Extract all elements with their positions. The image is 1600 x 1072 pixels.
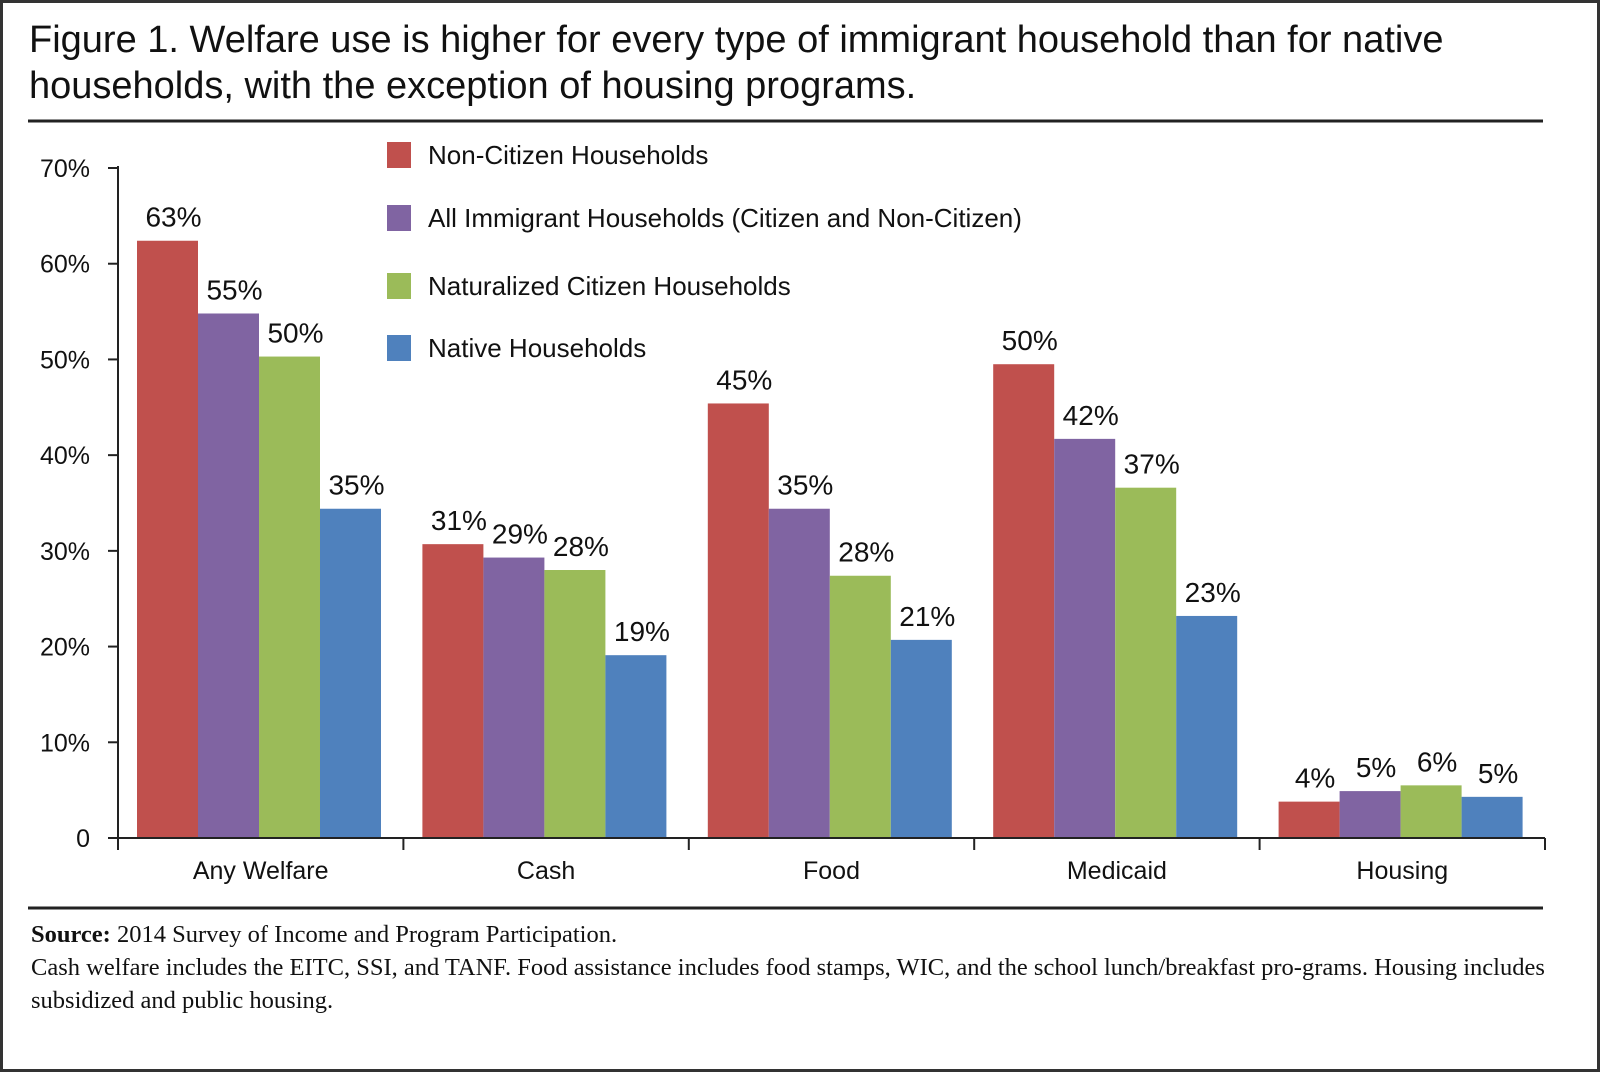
y-tick-label: 10% — [40, 729, 90, 757]
axes: Any Welfare Cash Food Medicaid Housing 0 10% 20… — [40, 155, 1546, 885]
data-label: 21% — [899, 601, 955, 632]
bar-housing-2 — [1400, 785, 1462, 838]
data-label: 5% — [1356, 752, 1396, 783]
data-label: 45% — [716, 364, 772, 395]
bar-food-2 — [829, 575, 891, 838]
chart-title-line-1: Figure 1. Welfare use is higher for ever… — [29, 19, 1443, 61]
bar-housing-0 — [1278, 801, 1340, 838]
legend-entry: Native Households — [428, 333, 646, 363]
chart-title-line-2: households, with the exception of housin… — [29, 65, 916, 107]
data-label: 28% — [553, 531, 609, 562]
data-label: 19% — [614, 616, 670, 647]
data-label: 31% — [431, 505, 487, 536]
bar-any-welfare-3 — [320, 508, 381, 838]
bars — [137, 240, 1523, 838]
data-label: 6% — [1417, 746, 1457, 777]
data-label: 35% — [777, 470, 833, 501]
bar-food-3 — [890, 639, 952, 838]
data-label: 50% — [1002, 325, 1058, 356]
bar-cash-3 — [605, 655, 667, 838]
bar-medicaid-2 — [1115, 487, 1177, 838]
bar-food-0 — [707, 403, 769, 838]
bar-food-1 — [768, 508, 830, 838]
data-label: 37% — [1124, 449, 1180, 480]
y-tick-label: 60% — [40, 251, 90, 279]
data-labels: 63%55%50%35%31% 29% 28%19%45%35%28%21%50%4… — [145, 202, 1518, 794]
legend-entry: All Immigrant Households (Citizen and No… — [428, 203, 1022, 233]
y-tick-label: 0 — [76, 825, 90, 853]
data-label: 4% — [1295, 763, 1335, 794]
legend-swatch — [387, 142, 411, 168]
bar-cash-2 — [544, 570, 606, 838]
y-tick-label: 30% — [40, 538, 90, 566]
y-tick-label: 70% — [40, 155, 90, 183]
bar-housing-1 — [1339, 791, 1401, 838]
data-label: 63% — [145, 202, 201, 233]
bar-medicaid-0 — [993, 364, 1055, 838]
footer-note: Cash welfare includes the EITC, SSI, and… — [31, 954, 1545, 1014]
x-tick-label: Medicaid — [1067, 857, 1167, 885]
footer: Source: 2014 Survey of Income and Progra… — [31, 918, 1571, 1017]
bar-medicaid-3 — [1176, 615, 1238, 838]
data-label: 35% — [328, 470, 384, 501]
bar-cash-1 — [483, 557, 545, 838]
bar-housing-3 — [1461, 796, 1523, 838]
data-label: 55% — [206, 274, 262, 305]
source-line: Source: 2014 Survey of Income and Progra… — [31, 918, 1571, 951]
legend-entry: Non-Citizen Households — [428, 140, 708, 170]
legend-swatch — [387, 273, 411, 299]
source-label: Source: — [31, 921, 111, 948]
bar-any-welfare-1 — [198, 313, 259, 838]
bar-any-welfare-2 — [259, 356, 320, 838]
legend-swatch — [387, 205, 411, 231]
legend-swatch — [387, 335, 411, 361]
data-label: 29% — [492, 519, 548, 550]
legend: Non-Citizen Households All Immigrant Hous… — [387, 140, 1022, 363]
y-tick-label: 50% — [40, 346, 90, 374]
data-label: 50% — [267, 318, 323, 349]
bar-medicaid-1 — [1054, 438, 1116, 838]
x-tick-label: Housing — [1356, 857, 1448, 885]
data-label: 28% — [838, 537, 894, 568]
y-tick-label: 20% — [40, 634, 90, 662]
bar-any-welfare-0 — [137, 240, 198, 838]
x-tick-label: Any Welfare — [193, 857, 329, 885]
source-text: 2014 Survey of Income and Program Partic… — [110, 921, 618, 948]
x-tick-label: Cash — [517, 857, 575, 885]
data-label: 5% — [1478, 758, 1518, 789]
y-tick-label: 40% — [40, 442, 90, 470]
legend-entry: Naturalized Citizen Households — [428, 271, 791, 301]
bar-cash-0 — [422, 544, 484, 838]
data-label: 42% — [1063, 400, 1119, 431]
x-tick-label: Food — [803, 857, 860, 885]
data-label: 23% — [1185, 577, 1241, 608]
